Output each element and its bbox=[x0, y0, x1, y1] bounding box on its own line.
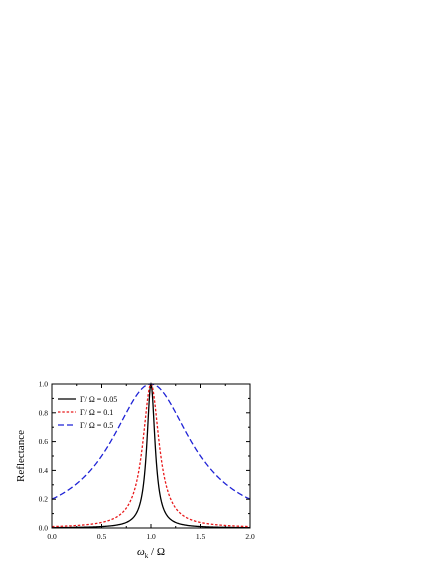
ticks-layer: 0.0 0.5 1.0 1.5 2.0 0.0 0.2 0.4 0.6 0.8 1.0 bbox=[39, 380, 255, 542]
y-tick-label: 0.2 bbox=[39, 495, 49, 504]
plot-frame bbox=[51, 383, 251, 529]
legend-label-2: Γ/ Ω = 0.1 bbox=[80, 408, 113, 417]
x-tick-label: 0.0 bbox=[47, 532, 57, 541]
y-tick-label: 1.0 bbox=[39, 380, 49, 389]
series-layer bbox=[51, 382, 251, 529]
y-tick-label: 0.6 bbox=[39, 437, 49, 446]
x-tick-label: 1.5 bbox=[196, 532, 206, 541]
x-axis-label-omega: ω bbox=[137, 546, 145, 558]
legend-label-3: Γ/ Ω = 0.5 bbox=[80, 421, 113, 430]
x-axis-label-rest: / Ω bbox=[148, 546, 165, 558]
x-axis-label: ωk / Ω bbox=[137, 546, 165, 560]
x-tick-label: 1.0 bbox=[146, 532, 156, 541]
y-axis-label: Reflectance bbox=[15, 430, 27, 482]
x-tick-label: 2.0 bbox=[245, 532, 255, 541]
y-tick-label: 0.0 bbox=[39, 524, 49, 533]
series-line-2 bbox=[51, 383, 251, 528]
y-tick-label: 0.4 bbox=[39, 466, 49, 475]
legend-label-1: Γ/ Ω = 0.05 bbox=[80, 395, 117, 404]
x-axis-label-subscript: k bbox=[145, 552, 149, 560]
series-line-1 bbox=[52, 382, 250, 529]
y-tick-label: 0.8 bbox=[39, 408, 49, 417]
x-tick-label: 0.5 bbox=[97, 532, 107, 541]
legend: Γ/ Ω = 0.05 Γ/ Ω = 0.1 Γ/ Ω = 0.5 bbox=[58, 395, 117, 430]
